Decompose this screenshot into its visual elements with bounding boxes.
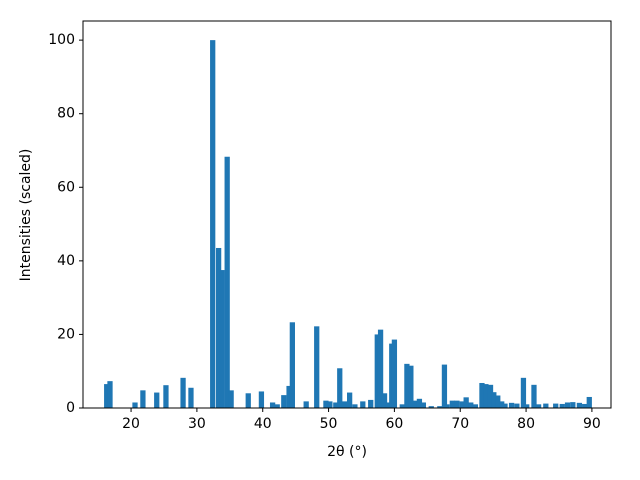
bar — [163, 385, 169, 408]
bar — [543, 403, 549, 408]
bar — [140, 390, 146, 408]
bar — [314, 326, 320, 408]
bar — [258, 391, 265, 408]
bar — [437, 406, 443, 408]
y-axis-label: Intensities (scaled) — [18, 149, 34, 282]
bar — [570, 402, 576, 408]
bar — [274, 404, 280, 408]
bar — [385, 402, 392, 408]
bar — [495, 395, 501, 408]
bar — [154, 392, 160, 408]
bar — [333, 402, 339, 408]
bar — [483, 384, 489, 408]
bar — [472, 404, 479, 408]
bar — [303, 401, 309, 408]
bar — [428, 406, 434, 408]
bar — [531, 384, 537, 408]
bar — [499, 401, 505, 408]
bar — [374, 334, 380, 408]
bar — [188, 387, 194, 408]
x-tick-label: 60 — [385, 416, 403, 432]
x-tick-label: 50 — [320, 416, 338, 432]
bar — [132, 402, 138, 408]
bar — [368, 399, 374, 408]
x-axis-label: 2θ (°) — [327, 444, 367, 460]
bar — [586, 396, 592, 408]
bar — [441, 364, 448, 408]
bar — [286, 385, 292, 408]
bar — [391, 339, 398, 408]
bar — [559, 403, 565, 408]
bar — [399, 404, 405, 408]
bar — [468, 402, 474, 408]
bar — [553, 403, 559, 408]
bar — [341, 401, 347, 408]
bar — [377, 329, 384, 408]
x-tick-label: 80 — [517, 416, 535, 432]
bar — [459, 401, 465, 408]
bar — [180, 377, 186, 408]
x-tick-label: 70 — [451, 416, 469, 432]
bar — [224, 156, 230, 408]
bar — [360, 401, 366, 408]
bar — [420, 402, 427, 408]
bar — [327, 401, 333, 408]
bar — [337, 368, 343, 408]
bar — [487, 384, 494, 408]
bar — [582, 403, 588, 408]
bar — [104, 384, 110, 408]
bar — [210, 40, 216, 409]
y-tick-label: 80 — [57, 106, 75, 122]
bar — [444, 404, 450, 408]
bar — [347, 392, 353, 408]
x-tick-label: 30 — [188, 416, 206, 432]
bar — [524, 404, 530, 408]
bar — [564, 402, 571, 408]
bar — [215, 247, 222, 408]
bar — [352, 404, 358, 408]
bar — [412, 400, 418, 408]
bar — [514, 403, 520, 408]
y-tick-label: 0 — [66, 400, 75, 416]
bar — [323, 400, 329, 408]
x-tick-label: 90 — [583, 416, 601, 432]
x-tick-label: 40 — [254, 416, 272, 432]
bar — [107, 381, 113, 408]
bar — [576, 402, 583, 408]
bar — [281, 395, 287, 408]
bar — [454, 400, 460, 408]
y-tick-label: 20 — [57, 326, 75, 342]
bar — [408, 365, 414, 408]
bar — [449, 400, 455, 408]
bar — [381, 393, 388, 408]
y-tick-label: 40 — [57, 253, 75, 269]
bar — [520, 377, 527, 408]
bar — [463, 397, 469, 408]
bar — [416, 398, 423, 408]
bar — [228, 390, 234, 408]
x-tick-label: 20 — [122, 416, 140, 432]
bar — [219, 270, 225, 408]
bar — [535, 404, 542, 408]
bar — [245, 393, 251, 408]
bar — [491, 392, 497, 408]
bar — [502, 403, 508, 408]
y-tick-label: 60 — [57, 179, 75, 195]
bar — [269, 402, 276, 408]
bar — [289, 322, 295, 408]
y-tick-label: 100 — [48, 32, 75, 48]
bar — [404, 363, 410, 408]
plot-frame — [82, 20, 612, 409]
bar — [479, 382, 485, 408]
bar — [508, 402, 515, 408]
